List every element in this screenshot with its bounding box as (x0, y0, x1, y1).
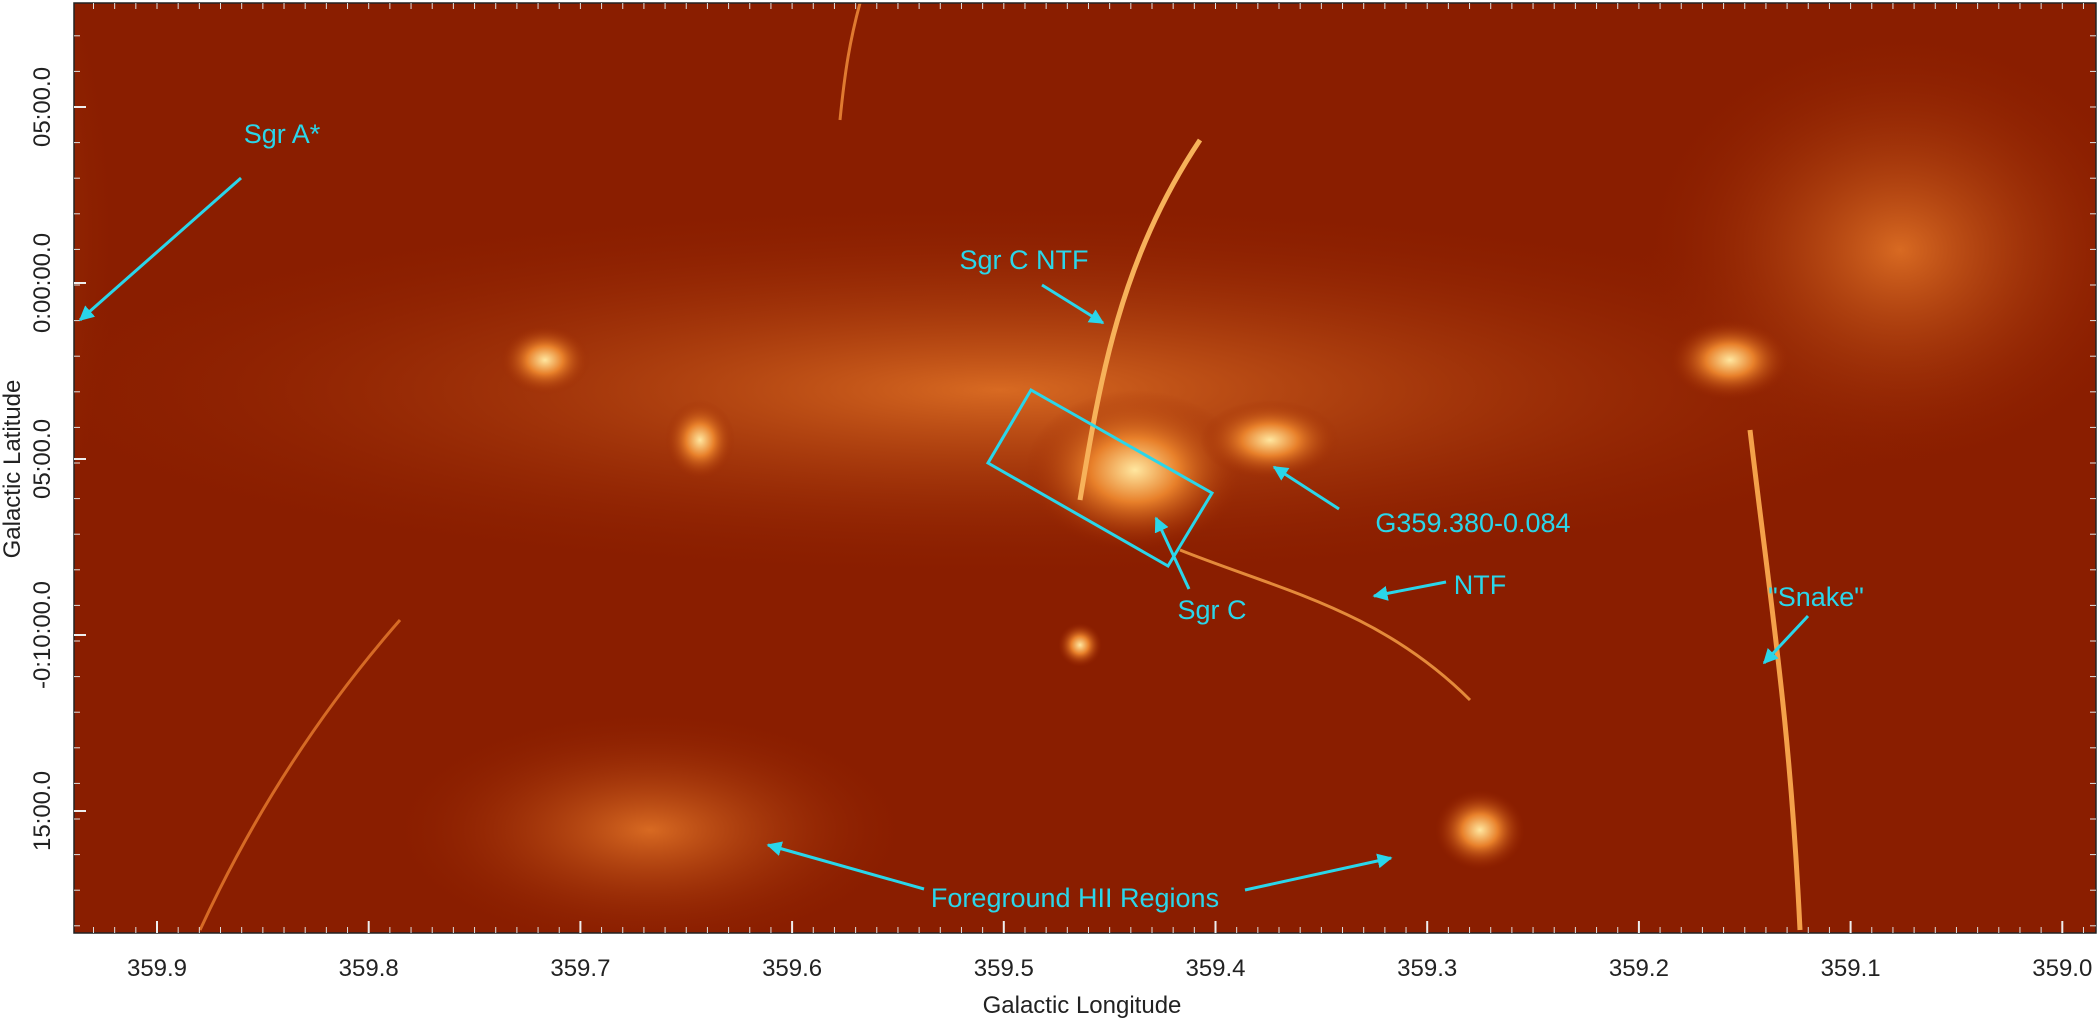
annotation-arrow (1041, 283, 1105, 325)
annotation-arrow (78, 176, 242, 322)
x-tick-label: 359.2 (1609, 955, 1669, 982)
annotation-arrow (1372, 580, 1447, 601)
x-tick-label: 359.9 (127, 955, 187, 982)
y-tick-label: -0:10:00.0 (29, 581, 56, 689)
axes: 359.9 359.8 359.7 359.6 359.5 359.4 359.3 359.2… (29, 3, 2096, 982)
annotation-arrow (1154, 516, 1191, 590)
radio-image (74, 3, 2096, 933)
sgr-c-box (985, 387, 1215, 569)
x-tick-label: 359.0 (2032, 955, 2092, 982)
x-tick-label: 359.4 (1185, 955, 1245, 982)
annotation-label: NTF (1454, 570, 1506, 600)
annotation-arrow (1244, 853, 1393, 892)
x-tick-label: 359.3 (1397, 955, 1457, 982)
y-tick-label: 15:00.0 (29, 771, 56, 851)
x-tick-label: 359.7 (550, 955, 610, 982)
annotation-label: G359.380-0.084 (1375, 508, 1570, 538)
annotation-label: Sgr C (1177, 595, 1246, 625)
annotation-arrow (1272, 465, 1340, 511)
annotation-label: Sgr A* (244, 119, 321, 149)
frame (73, 2, 2097, 934)
annotation-label: Sgr C NTF (959, 245, 1088, 275)
x-tick-label: 359.8 (339, 955, 399, 982)
x-tick-label: 359.6 (762, 955, 822, 982)
x-axis-title: Galactic Longitude (983, 992, 1182, 1019)
annotations: Sgr A* Sgr C NTF G359.380-0.084 Sgr C NTF "Sn… (78, 119, 1864, 913)
annotation-label: "Snake" (1768, 582, 1864, 612)
y-axis-title: Galactic Latitude (0, 380, 26, 559)
annotation-arrow (1762, 614, 1810, 665)
y-tick-label: 0:00:00.0 (29, 233, 56, 333)
annotation-arrow (766, 841, 925, 891)
y-tick-label: 05:00.0 (29, 419, 56, 499)
annotation-label: Foreground HII Regions (931, 883, 1219, 913)
y-tick-label: 05:00.0 (29, 67, 56, 147)
x-tick-label: 359.1 (1821, 955, 1881, 982)
x-tick-label: 359.5 (974, 955, 1034, 982)
